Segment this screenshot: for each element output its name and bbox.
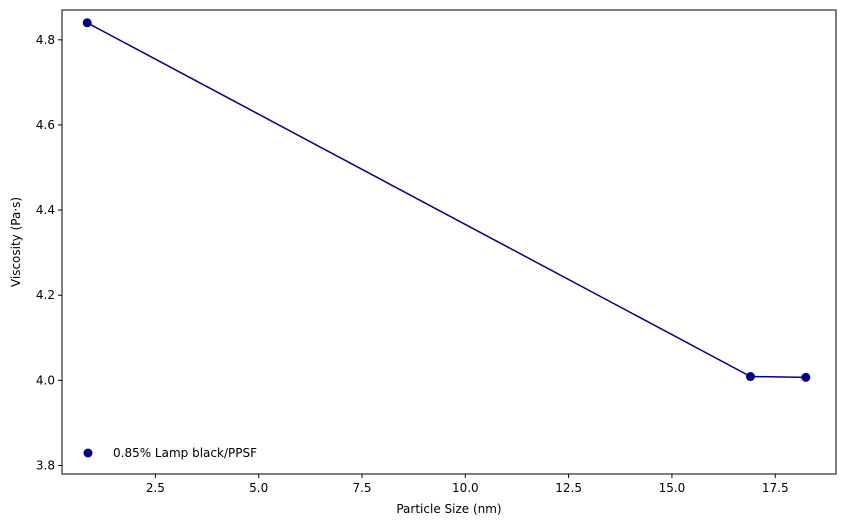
series-layer [82, 18, 811, 382]
x-tick-label: 7.5 [352, 481, 371, 495]
y-tick-label: 4.0 [36, 373, 55, 387]
x-tick-label: 5.0 [249, 481, 268, 495]
x-tick-label: 17.5 [762, 481, 789, 495]
y-axis-label: Viscosity (Pa·s) [9, 197, 23, 287]
legend-marker [83, 448, 93, 458]
y-tick-label: 4.2 [36, 288, 55, 302]
y-tick-label: 4.8 [36, 33, 55, 47]
y-tick-label: 3.8 [36, 458, 55, 472]
legend: 0.85% Lamp black/PPSF [83, 446, 257, 460]
legend-label: 0.85% Lamp black/PPSF [113, 446, 257, 460]
data-point [745, 372, 755, 382]
y-axis-ticks: 3.8 4.0 4.2 4.4 4.6 4.8 [36, 33, 62, 472]
x-axis-label: Particle Size (nm) [396, 502, 501, 516]
x-axis-ticks: 2.5 5.0 7.5 10.0 12.5 15.0 17.5 [146, 474, 789, 495]
x-tick-label: 15.0 [659, 481, 686, 495]
data-point [801, 372, 811, 382]
y-tick-label: 4.6 [36, 118, 55, 132]
x-tick-label: 2.5 [146, 481, 165, 495]
y-tick-label: 4.4 [36, 203, 55, 217]
data-point [82, 18, 92, 28]
x-tick-label: 10.0 [452, 481, 479, 495]
plot-frame [61, 9, 837, 475]
x-tick-label: 12.5 [555, 481, 582, 495]
series-line [86, 22, 806, 379]
